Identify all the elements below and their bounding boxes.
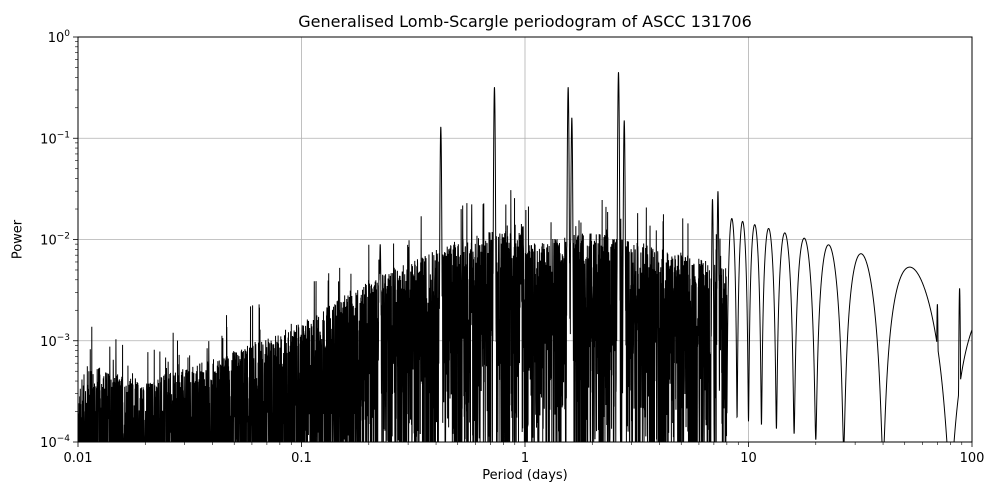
x-tick-label: 0.01 — [64, 451, 93, 466]
x-axis-label: Period (days) — [482, 468, 568, 483]
x-axis-ticks: 0.01 0.1 1 10 100 — [64, 442, 985, 466]
x-tick-label: 1 — [521, 451, 529, 466]
power-line — [78, 72, 972, 442]
x-tick-label: 10 — [740, 451, 757, 466]
x-tick-label: 100 — [960, 451, 985, 466]
y-tick-label: 10−1 — [40, 130, 70, 147]
y-tick-label: 10−3 — [40, 333, 70, 350]
x-tick-label: 0.1 — [291, 451, 312, 466]
y-tick-label: 10−2 — [40, 232, 70, 249]
y-tick-label: 10−4 — [40, 434, 70, 451]
y-axis-ticks: 10−4 10−3 10−2 10−1 100 — [40, 29, 78, 451]
y-tick-label: 100 — [48, 29, 71, 46]
chart-title: Generalised Lomb-Scargle periodogram of … — [298, 12, 752, 31]
power-curve — [78, 72, 972, 442]
